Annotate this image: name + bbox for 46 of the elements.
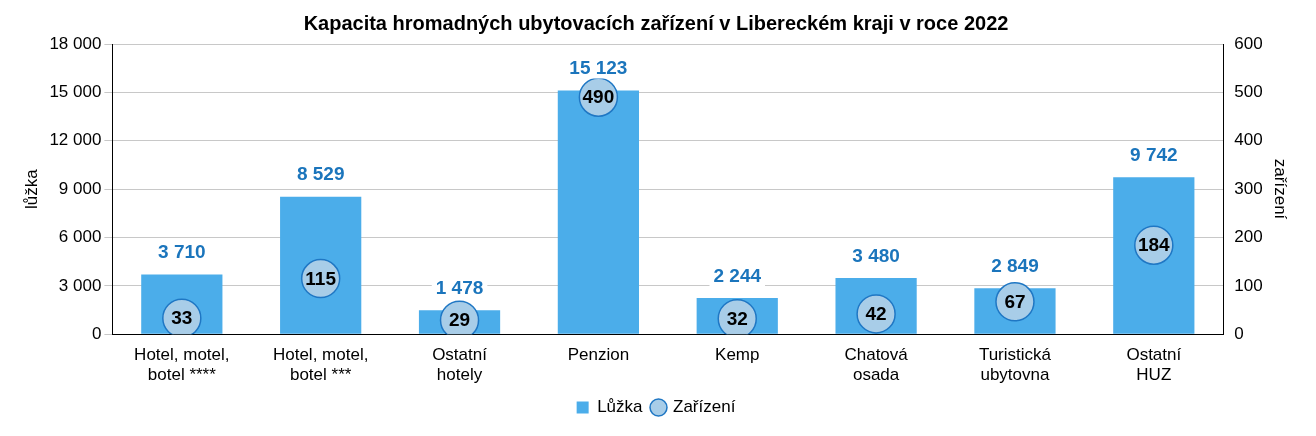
data-label: 15 123	[569, 57, 628, 79]
data-label: 3 480	[852, 244, 900, 266]
data-label: 184	[1137, 234, 1171, 256]
x-tick-label: Turistická ubytovna	[978, 345, 1052, 385]
y-tick-label: 15 000	[49, 82, 102, 102]
bar	[1113, 177, 1195, 334]
y2-tick-label: 600	[1234, 33, 1263, 53]
data-label: 9 742	[1130, 143, 1178, 165]
y-tick-label: 6 000	[58, 227, 102, 247]
x-tick-label: Hotel, motel, botel ***	[272, 345, 369, 385]
data-label: 67	[1004, 291, 1026, 313]
y-tick-label: 3 000	[58, 275, 102, 295]
bar	[280, 196, 362, 334]
x-tick-label: Chatová osada	[844, 345, 909, 385]
y-tick-label: 18 000	[49, 33, 102, 53]
data-label: 33	[171, 307, 193, 329]
x-tick-label: Ostatní HUZ	[1126, 345, 1182, 385]
data-label: 2 849	[991, 255, 1039, 276]
x-tick-label: Ostatní hotely	[432, 345, 488, 385]
y-tick-label: 12 000	[49, 130, 102, 150]
x-tick-label: Kemp	[715, 345, 760, 365]
data-label: 29	[448, 309, 471, 331]
legend-label: Zařízení	[673, 397, 736, 417]
data-label: 32	[726, 307, 748, 329]
data-label: 490	[582, 86, 615, 108]
bar	[557, 90, 639, 334]
data-label: 115	[305, 267, 337, 289]
y-axis-title: lůžka	[21, 168, 41, 209]
y-tick-label: 0	[91, 323, 102, 343]
data-label: 42	[865, 303, 887, 325]
y2-tick-label: 300	[1234, 178, 1263, 198]
data-label: 1 478	[435, 277, 484, 299]
data-label: 8 529	[296, 163, 345, 185]
y2-tick-label: 0	[1234, 323, 1244, 343]
y2-tick-label: 400	[1234, 130, 1263, 150]
legend-label: Lůžka	[597, 397, 644, 417]
data-label: 3 710	[158, 241, 206, 263]
y-tick-label: 9 000	[58, 178, 102, 198]
y2-tick-label: 200	[1234, 227, 1263, 247]
x-tick-label: Hotel, motel, botel ****	[134, 345, 230, 385]
x-tick-label: Penzion	[567, 345, 630, 365]
chart-title: Kapacita hromadných ubytovacích zařízení v Libereckém kraji v roce 2022	[303, 11, 1009, 34]
data-label: 2 244	[713, 264, 762, 286]
y2-tick-label: 100	[1234, 275, 1263, 295]
y2-axis-title: zařízení	[1271, 158, 1291, 220]
y2-tick-label: 500	[1234, 82, 1263, 102]
